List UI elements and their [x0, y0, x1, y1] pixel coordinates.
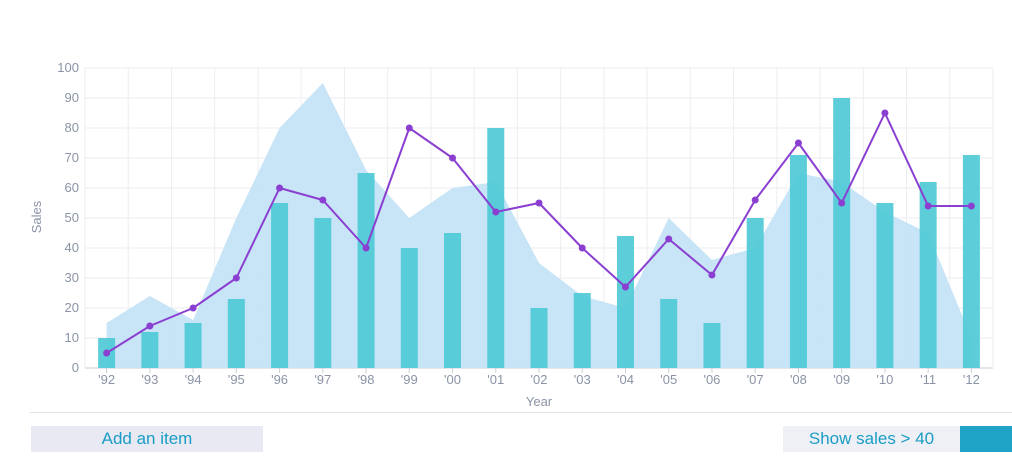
x-tick-label: '03 [574, 372, 591, 387]
x-tick-label: '10 [876, 372, 893, 387]
x-tick-label: '95 [228, 372, 245, 387]
line-point [924, 202, 932, 210]
bar [357, 173, 375, 368]
x-tick-label: '93 [141, 372, 158, 387]
y-tick-label: 20 [65, 300, 79, 315]
x-tick-label: '06 [703, 372, 720, 387]
line-point [449, 154, 457, 162]
x-tick-label: '00 [444, 372, 461, 387]
x-tick-label: '08 [790, 372, 807, 387]
bar [573, 293, 591, 368]
x-tick-label: '94 [185, 372, 202, 387]
line-point [665, 235, 673, 243]
bar [400, 248, 418, 368]
x-tick-label: '05 [660, 372, 677, 387]
line-point [578, 244, 586, 252]
line-point [146, 322, 154, 330]
line-point [967, 202, 975, 210]
line-point [405, 124, 413, 132]
bar [919, 182, 937, 368]
bar [184, 323, 202, 368]
x-tick-label: '01 [487, 372, 504, 387]
x-tick-label: '07 [747, 372, 764, 387]
y-tick-label: 30 [65, 270, 79, 285]
line-point [276, 184, 284, 192]
line-point [103, 349, 111, 357]
filter-toggle[interactable] [960, 426, 1012, 452]
y-tick-label: 0 [72, 360, 79, 375]
y-tick-label: 50 [65, 210, 79, 225]
y-tick-label: 10 [65, 330, 79, 345]
line-point [838, 199, 846, 207]
x-tick-label: '09 [833, 372, 850, 387]
x-tick-label: '02 [531, 372, 548, 387]
sales-chart: 0 10 20 30 40 50 60 70 80 90 100 '92 '93 '94 '95 '96 '97… [29, 60, 994, 409]
add-item-button[interactable]: Add an item [31, 426, 263, 452]
bar [962, 155, 980, 368]
line-point [708, 271, 716, 279]
divider [30, 412, 1012, 413]
bar [876, 203, 894, 368]
bar [660, 299, 678, 368]
bar [227, 299, 245, 368]
line-series [103, 109, 975, 357]
y-axis-title: Sales [29, 200, 44, 233]
line-point [362, 244, 370, 252]
y-tick-label: 90 [65, 90, 79, 105]
line-point [794, 139, 802, 147]
x-tick-label: '99 [401, 372, 418, 387]
x-tick-label: '11 [920, 372, 936, 387]
x-tick-label: '96 [271, 372, 288, 387]
bar [789, 155, 807, 368]
line-point [621, 283, 629, 291]
axes: 0 10 20 30 40 50 60 70 80 90 100 '92 '93 '94 '95 '96 '97… [57, 60, 980, 387]
bar [703, 323, 721, 368]
bar [833, 98, 851, 368]
y-tick-label: 100 [57, 60, 79, 75]
y-tick-label: 60 [65, 180, 79, 195]
x-tick-label: '97 [314, 372, 331, 387]
y-tick-label: 80 [65, 120, 79, 135]
bar-series [98, 98, 980, 368]
line-point [881, 109, 889, 117]
y-tick-label: 70 [65, 150, 79, 165]
line-point [319, 196, 327, 204]
x-tick-label: '92 [98, 372, 115, 387]
x-tick-label: '04 [617, 372, 634, 387]
bar [746, 218, 764, 368]
line-point [232, 274, 240, 282]
bar [314, 218, 332, 368]
line-point [189, 304, 197, 312]
bar [444, 233, 462, 368]
x-tick-label: '12 [963, 372, 980, 387]
line-point [492, 208, 500, 216]
bar [616, 236, 634, 368]
show-sales-filter-button[interactable]: Show sales > 40 [783, 426, 960, 452]
x-tick-label: '98 [358, 372, 375, 387]
line-point [535, 199, 543, 207]
bar [141, 332, 159, 368]
bar [271, 203, 289, 368]
bar [530, 308, 548, 368]
x-axis-title: Year [526, 394, 553, 409]
y-tick-label: 40 [65, 240, 79, 255]
line-point [751, 196, 759, 204]
bar [487, 128, 505, 368]
